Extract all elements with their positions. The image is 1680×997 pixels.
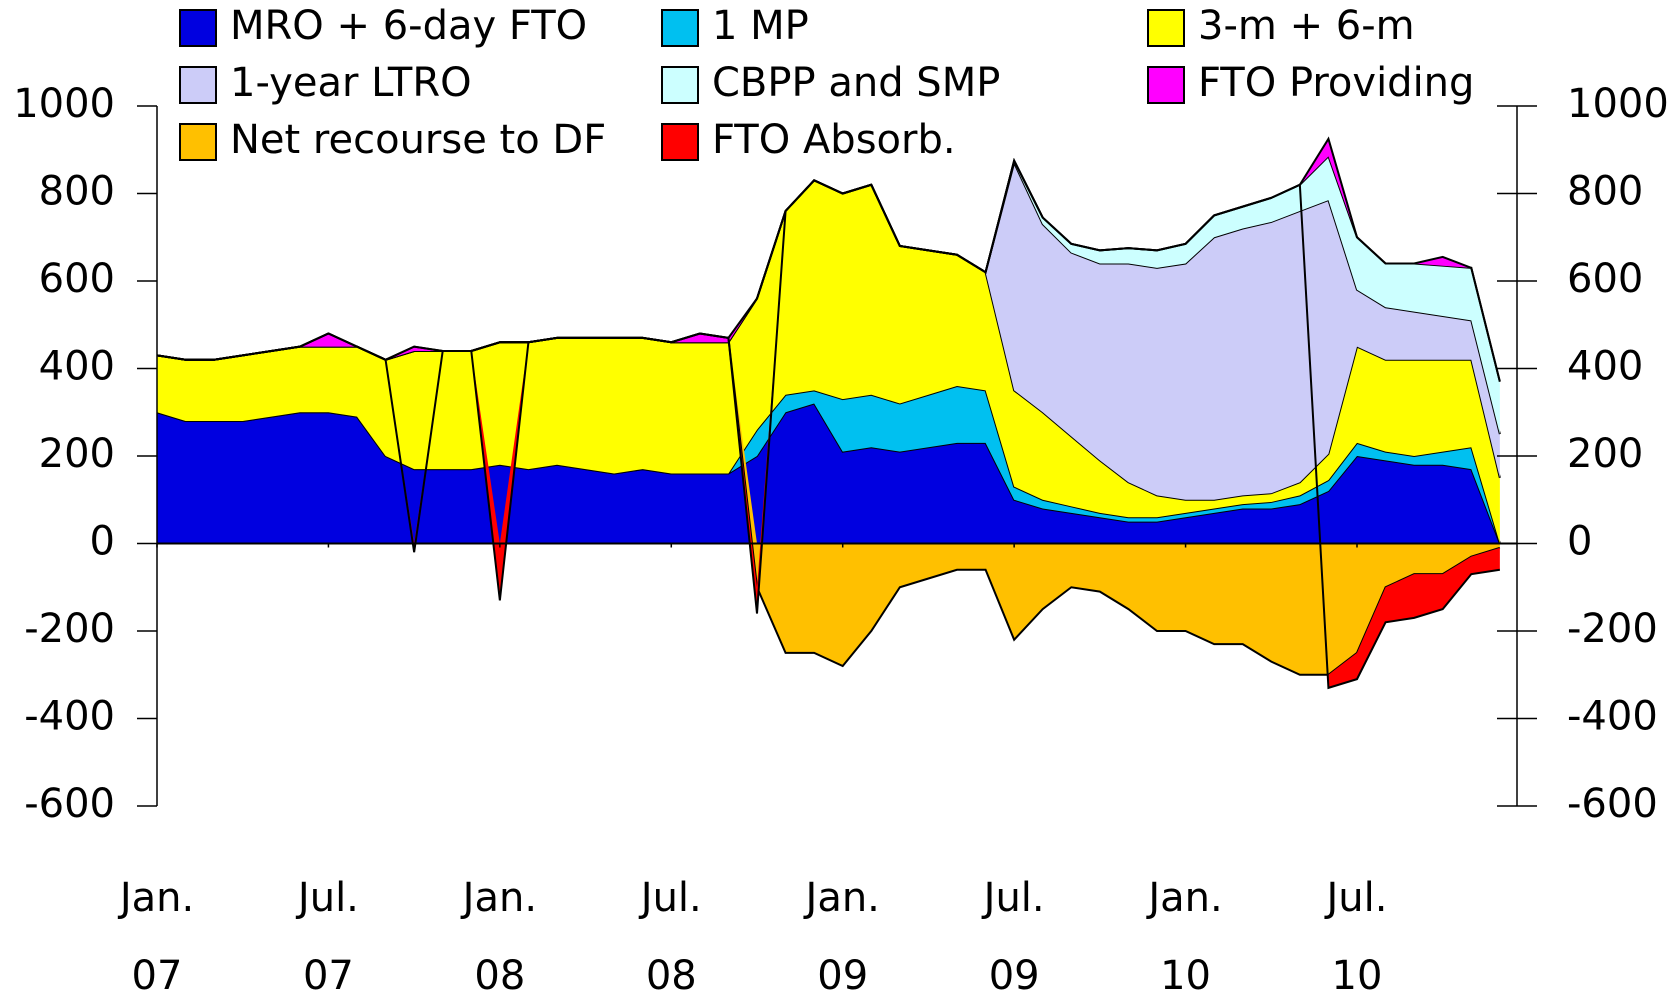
x-tick-year: 08	[474, 953, 525, 997]
area-outline	[156, 157, 1501, 690]
y2-tick-label: 200	[1567, 431, 1643, 477]
legend-label: 1-year LTRO	[230, 60, 472, 106]
x-tick-label: Jan.	[803, 875, 880, 921]
x-tick-year: 09	[817, 953, 868, 997]
y2-tick-label: 800	[1567, 169, 1643, 215]
x-tick-label: Jul.	[981, 875, 1045, 921]
legend-label: Net recourse to DF	[230, 117, 606, 163]
y-tick-label: -600	[24, 781, 115, 827]
y2-tick-label: 400	[1567, 344, 1643, 390]
y-tick-label: -400	[24, 694, 115, 740]
y-tick-label: 800	[39, 169, 115, 215]
y-tick-label: 200	[39, 431, 115, 477]
legend-label: CBPP and SMP	[712, 60, 1000, 106]
y-tick-label: 400	[39, 344, 115, 390]
legend-label: 3-m + 6-m	[1198, 3, 1415, 49]
legend-label: MRO + 6-day FTO	[230, 3, 587, 49]
legend-label: FTO Absorb.	[712, 117, 956, 163]
legend-swatch	[661, 9, 699, 47]
y2-tick-label: 600	[1567, 256, 1643, 302]
y2-tick-label: -600	[1567, 781, 1658, 827]
x-tick-year: 08	[646, 953, 697, 997]
legend-swatch	[179, 9, 217, 47]
x-tick-year: 09	[989, 953, 1040, 997]
y-tick-label: 1000	[13, 81, 115, 127]
y2-tick-label: -400	[1567, 694, 1658, 740]
x-tick-label: Jan.	[1145, 875, 1222, 921]
y2-tick-label: 0	[1567, 519, 1592, 565]
x-tick-label: Jan.	[460, 875, 537, 921]
x-tick-year: 07	[303, 953, 354, 997]
x-tick-label: Jul.	[1324, 875, 1388, 921]
y2-tick-label: 1000	[1567, 81, 1669, 127]
legend-swatch	[1147, 66, 1185, 104]
x-tick-label: Jan.	[117, 875, 194, 921]
area	[157, 333, 1500, 675]
legend-swatch	[179, 123, 217, 161]
y2-tick-label: -200	[1567, 606, 1658, 652]
legend-swatch	[179, 66, 217, 104]
legend-swatch	[661, 66, 699, 104]
x-tick-label: Jul.	[638, 875, 702, 921]
area	[157, 160, 1500, 688]
x-tick-year: 07	[132, 953, 183, 997]
area	[157, 180, 1500, 544]
y-tick-label: 0	[90, 519, 115, 565]
y-tick-label: 600	[39, 256, 115, 302]
area	[157, 386, 1500, 544]
x-tick-year: 10	[1160, 953, 1211, 997]
x-tick-year: 10	[1332, 953, 1383, 997]
legend-label: FTO Providing	[1198, 60, 1474, 106]
area-outline	[156, 384, 1501, 544]
legend-swatch	[1147, 9, 1185, 47]
legend-swatch	[661, 123, 699, 161]
y-tick-label: -200	[24, 606, 115, 652]
x-tick-label: Jul.	[295, 875, 359, 921]
legend-label: 1 MP	[712, 3, 809, 49]
area	[157, 162, 1500, 500]
